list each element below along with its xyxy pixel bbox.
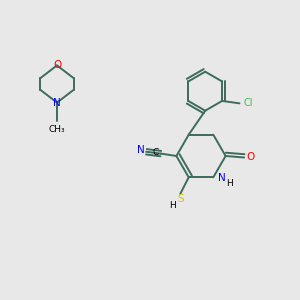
Text: H: H [169,201,176,210]
Text: N: N [137,145,145,155]
Text: O: O [247,152,255,163]
Text: N: N [218,173,226,183]
Text: CH₃: CH₃ [49,125,65,134]
Text: H: H [226,179,233,188]
Text: C: C [152,148,158,157]
Text: O: O [53,60,61,70]
Text: S: S [177,194,184,204]
Text: N: N [53,98,61,108]
Text: Cl: Cl [244,98,253,108]
